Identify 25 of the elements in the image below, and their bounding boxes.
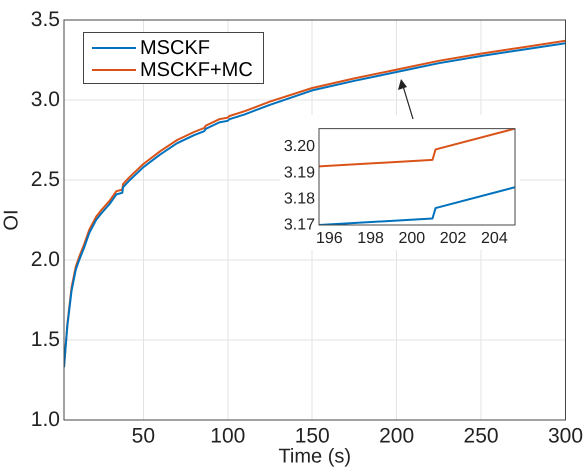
x-tick-label: 200 [398,230,426,248]
y-tick-label: 3.17 [284,216,316,234]
x-axis-title: Time (s) [278,446,352,468]
legend-label: MSCKF [140,36,210,60]
y-tick-label: 3.0 [30,88,60,111]
y-tick-label: 3.19 [284,164,316,182]
x-tick-label: 100 [210,424,246,448]
y-tick-label: 2.0 [30,248,60,271]
y-tick-label: 2.5 [30,168,60,191]
y-axis-title: OI [0,209,23,231]
x-tick-label: 204 [481,230,508,248]
y-tick-label: 1.5 [30,328,60,351]
x-tick-label: 200 [379,424,414,448]
y-tick-label: 3.18 [284,190,316,208]
y-tick-label: 3.20 [284,138,316,156]
x-tick-label: 196 [316,230,343,248]
x-tick-label: 150 [294,424,330,448]
legend-label: MSCKF+MC [140,58,253,82]
x-tick-label: 300 [548,424,584,448]
x-tick-label: 50 [132,424,156,448]
y-tick-label: 3.5 [30,8,60,31]
x-tick-label: 202 [440,230,467,248]
y-tick-label: 1.0 [30,408,60,431]
x-tick-label: 198 [357,230,384,248]
x-tick-label: 250 [464,424,499,448]
